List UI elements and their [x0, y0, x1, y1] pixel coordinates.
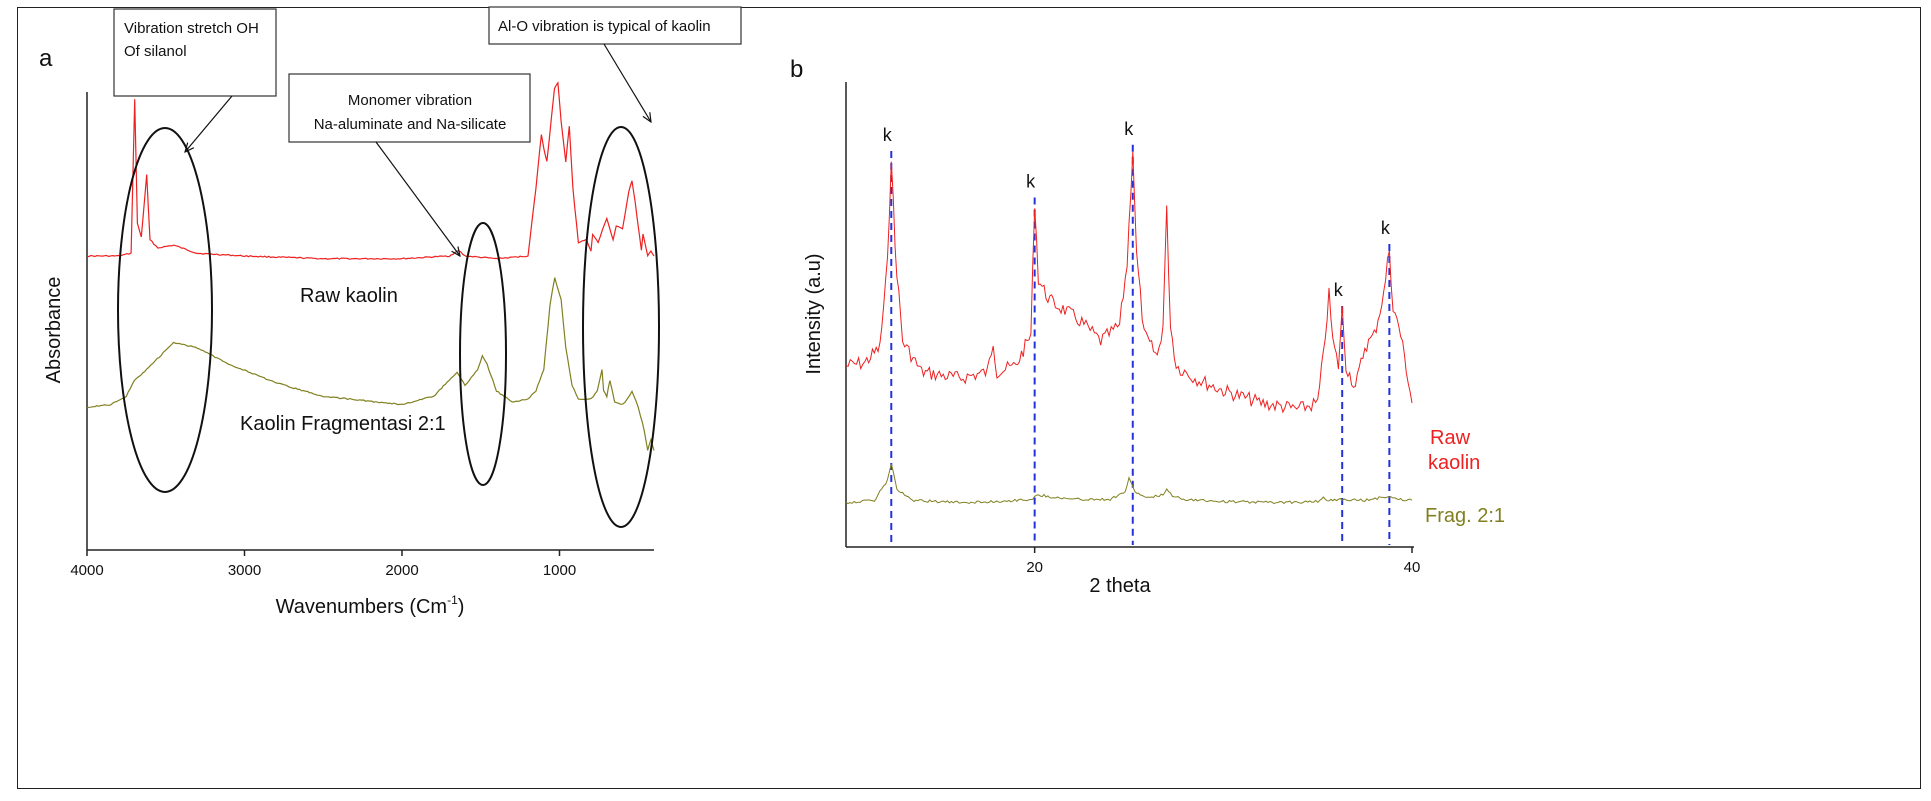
- annotation-text-oh-line2: Of silanol: [124, 43, 187, 60]
- panel-b-peak-labels: k k k k k: [883, 119, 1391, 300]
- panel-b-peak-label-k: k: [1334, 280, 1344, 300]
- panel-b-x-label: 2 theta: [1089, 575, 1151, 597]
- panel-b-peak-label-k: k: [1026, 172, 1036, 192]
- panel-a-series-label-fragmentasi: Kaolin Fragmentasi 2:1: [240, 413, 446, 435]
- annotation-text-monomer-line2: Na-aluminate and Na-silicate: [314, 116, 507, 133]
- panel-a-x-label-main: Wavenumbers (Cm: [276, 596, 448, 618]
- panel-b-peak-label-k: k: [1124, 119, 1134, 139]
- annotation-arrow-oh: [185, 95, 233, 152]
- annotation-ellipse-monomer: [459, 222, 507, 486]
- panel-b-legend-raw-line2: kaolin: [1428, 452, 1480, 474]
- panel-b-reference-lines: [890, 144, 1391, 545]
- panel-a-series-kaolin-fragmentasi: [86, 277, 655, 451]
- panel-b-x-ticks: [1033, 547, 1413, 553]
- annotation-box-alo: Al-O vibration is typical of kaolin: [488, 6, 742, 45]
- panel-a-x-tick-label: 3000: [228, 562, 261, 579]
- panel-b-series-frag: [845, 463, 1413, 505]
- panel-b-legend-frag: Frag. 2:1: [1425, 505, 1505, 527]
- annotation-arrow-monomer: [375, 141, 460, 256]
- annotation-arrow-alo: [603, 43, 651, 122]
- panel-b-x-tick-label: 20: [1026, 559, 1043, 576]
- panel-b-y-label: Intensity (a.u): [803, 253, 825, 374]
- annotation-text-monomer-line1: Monomer vibration: [348, 92, 472, 109]
- annotation-text-oh-line1: Vibration stretch OH: [124, 20, 259, 37]
- panel-a-x-label: Wavenumbers (Cm-1): [276, 593, 465, 618]
- annotation-ellipse-alo: [582, 126, 660, 528]
- panel-b-series-raw-kaolin: [845, 151, 1413, 414]
- annotation-ellipse-oh-stretch: [117, 127, 213, 493]
- panel-b-peak-label-k: k: [1381, 218, 1391, 238]
- panel-a: a 4000 3000 2000 1000 Absorbance Wavenumber…: [39, 6, 742, 618]
- panel-a-x-tick-labels: 4000 3000 2000 1000: [70, 562, 576, 579]
- figure-frame: [17, 7, 1921, 789]
- panel-b-legend-raw-line1: Raw: [1430, 427, 1471, 449]
- panel-b-x-tick-label: 40: [1404, 559, 1421, 576]
- annotation-box-monomer: Monomer vibration Na-aluminate and Na-si…: [288, 73, 531, 143]
- panel-a-series-raw-kaolin: [87, 81, 655, 260]
- panel-b-x-tick-labels: 20 40: [1026, 559, 1420, 576]
- panel-b-label: b: [790, 56, 803, 83]
- panel-a-x-label-sup: -1: [447, 593, 458, 607]
- panel-a-x-tick-label: 1000: [543, 562, 576, 579]
- panel-a-label: a: [39, 45, 53, 72]
- panel-b-peak-label-k: k: [883, 125, 893, 145]
- panel-a-x-label-close: ): [458, 596, 465, 618]
- panel-a-series-label-raw-kaolin: Raw kaolin: [300, 285, 398, 307]
- annotation-text-alo: Al-O vibration is typical of kaolin: [498, 18, 711, 35]
- panel-a-y-label: Absorbance: [43, 277, 65, 384]
- panel-a-x-tick-label: 2000: [385, 562, 418, 579]
- panel-a-x-ticks: [86, 550, 561, 556]
- annotation-box-oh-stretch: Vibration stretch OH Of silanol: [113, 8, 277, 97]
- panel-a-x-tick-label: 4000: [70, 562, 103, 579]
